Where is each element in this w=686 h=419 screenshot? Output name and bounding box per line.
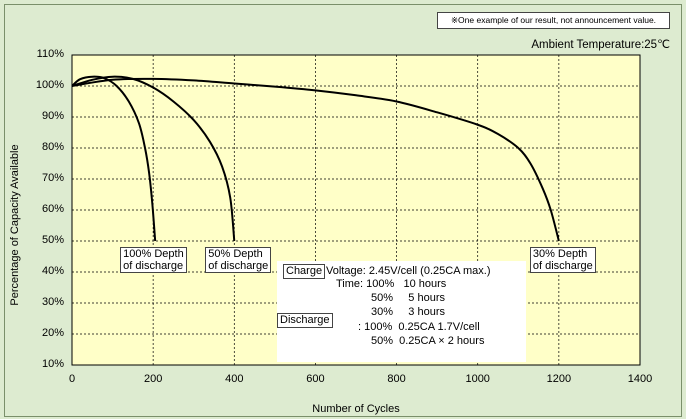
x-tick-label: 600 [306,373,325,385]
discharge-tag: Discharge [277,313,333,328]
y-tick-label: 30% [41,296,64,308]
x-tick-label: 200 [143,373,163,385]
time-row-100: Time: 100% 10 hours [336,278,447,290]
curve-label-1: 100% Depth of discharge [120,247,187,273]
y-tick-label: 70% [41,172,64,184]
curve-label-line: of discharge [123,260,184,272]
curve-label-line: of discharge [208,260,269,272]
discharge-row-50: 50% 0.25CA × 2 hours [371,335,485,347]
time-row-50: 50% 5 hours [371,292,445,304]
x-axis-label: Number of Cycles [312,403,400,415]
x-tick-label: 0 [68,373,76,385]
series-line-3 [71,77,560,242]
series-line-2 [71,75,236,242]
y-axis-label: Percentage of Capacity Available [9,144,21,306]
ambient-temperature: Ambient Temperature:25℃ [531,39,670,51]
y-tick-label: 60% [41,203,64,215]
x-tick-label: 1200 [546,373,572,385]
y-tick-label: 40% [41,265,64,277]
chart-frame [4,4,682,417]
curve-label-line: of discharge [532,260,593,272]
y-tick-label: 20% [41,327,64,339]
y-tick-label: 100% [35,79,64,91]
curve-label-3: 30% Depth of discharge [529,247,596,273]
x-tick-label: 400 [225,373,244,385]
charge-tag: Charge [283,264,326,279]
disclaimer-note: ※One example of our result, not announce… [437,12,670,29]
curve-label-line: 30% Depth [532,248,588,260]
x-tick-label: 1000 [465,373,490,385]
y-tick-label: 90% [41,110,64,122]
y-tick-label: 80% [41,141,64,153]
discharge-row-100: : 100% 0.25CA 1.7V/cell [358,321,480,333]
x-tick-label: 800 [387,373,406,385]
x-tick-label: 1400 [627,373,653,385]
y-tick-label: 50% [41,234,64,246]
curve-label-line: 100% Depth [123,248,184,260]
y-tick-label: 110% [36,48,64,60]
series-line-1 [71,75,157,242]
charge-voltage: Voltage: 2.45V/cell (0.25CA max.) [326,265,491,277]
curve-label-line: 50% Depth [208,248,263,260]
y-tick-label: 10% [41,358,64,370]
time-row-30: 30% 3 hours [371,306,445,318]
conditions-box: Charge Voltage: 2.45V/cell (0.25CA max.)… [277,261,526,362]
curve-label-2: 50% Depth of discharge [205,247,272,273]
